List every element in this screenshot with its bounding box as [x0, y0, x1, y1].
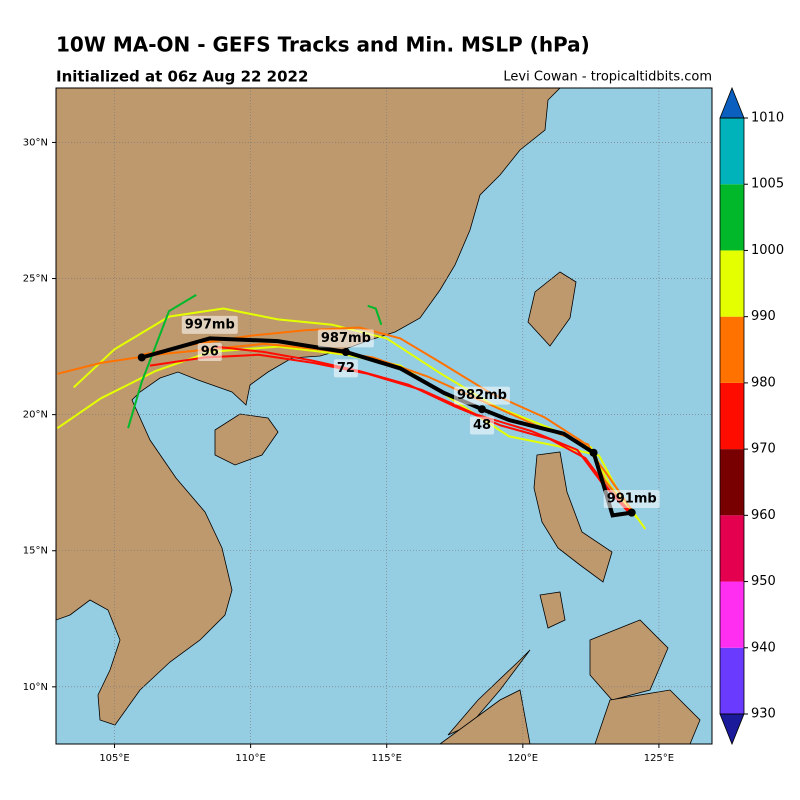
y-tick-label: 20°N — [23, 410, 48, 421]
y-tick-label: 10°N — [23, 682, 48, 693]
colorbar-label: 930 — [751, 707, 776, 722]
visayas — [589, 619, 669, 701]
mindoro — [539, 591, 566, 629]
x-tick-label: 115°E — [372, 753, 402, 764]
annotation-bg — [197, 343, 222, 362]
mean-track-point — [137, 353, 146, 362]
ensemble-track — [215, 345, 636, 517]
land — [56, 88, 701, 744]
colorbar-segment — [720, 647, 744, 714]
annotation-bg — [453, 386, 510, 405]
title: 10W MA-ON - GEFS Tracks and Min. MSLP (h… — [56, 33, 590, 57]
colorbar-frame — [719, 117, 745, 715]
annotation-bg — [469, 416, 495, 435]
colorbar-over — [719, 86, 745, 119]
x-tick-label: 110°E — [235, 753, 265, 764]
mean-track-point — [589, 448, 598, 457]
colorbar-label: 1000 — [751, 243, 784, 258]
annotation: 997mb — [185, 317, 235, 332]
ensemble-track — [127, 294, 197, 429]
colorbar-segment — [720, 316, 744, 383]
colorbar-label: 1005 — [751, 177, 784, 192]
colorbar-segment — [720, 184, 744, 251]
borneo — [439, 689, 531, 744]
mean-track-point — [477, 405, 486, 414]
annotation-bg — [317, 329, 374, 348]
ensemble-track — [367, 304, 383, 326]
mean-track-point — [341, 348, 350, 357]
map-frame — [55, 87, 713, 745]
colorbar-label: 960 — [751, 508, 776, 523]
colorbar-segment — [720, 118, 744, 185]
colorbar-under — [719, 713, 745, 746]
y-tick-label: 25°N — [23, 274, 48, 285]
x-tick-label: 105°E — [99, 753, 129, 764]
colorbar-segment — [720, 449, 744, 516]
colorbar-segment — [720, 382, 744, 450]
colorbar-label: 950 — [751, 574, 776, 589]
annotation: 991mb — [607, 492, 657, 507]
colorbar-segment — [720, 581, 744, 648]
luzon — [533, 451, 613, 583]
annotation-bg — [603, 490, 660, 509]
annotation: 96 — [201, 345, 219, 360]
y-tick-label: 30°N — [23, 137, 48, 148]
map-area: 991mb 982mb 48 987mb 72 997mb 96 — [56, 88, 712, 744]
annotation: 987mb — [321, 331, 371, 346]
hainan — [214, 413, 279, 466]
mean-track-point — [627, 508, 636, 517]
ensemble-track — [56, 345, 647, 530]
colorbar-label: 990 — [751, 309, 776, 324]
mindanao — [594, 689, 701, 744]
y-tick-label: 15°N — [23, 546, 48, 557]
annotation-bg — [333, 359, 358, 378]
annotation-bg — [181, 315, 238, 334]
x-tick-label: 120°E — [508, 753, 538, 764]
credit: Levi Cowan - tropicaltidbits.com — [503, 70, 712, 85]
colorbar-label: 970 — [751, 442, 776, 457]
colorbar-segment — [720, 250, 744, 317]
asia-mainland — [56, 88, 561, 726]
x-tick-label: 125°E — [644, 753, 674, 764]
ensemble-track — [73, 307, 638, 519]
annotation: 48 — [473, 418, 491, 433]
annotation: 72 — [337, 361, 355, 376]
taiwan — [527, 271, 577, 347]
colorbar-segment — [720, 515, 744, 582]
colorbar-label: 940 — [751, 640, 776, 655]
colorbar-label: 980 — [751, 375, 776, 390]
colorbar-label: 1010 — [751, 111, 784, 126]
subtitle: Initialized at 06z Aug 22 2022 — [56, 68, 308, 86]
annotation: 982mb — [457, 388, 507, 403]
